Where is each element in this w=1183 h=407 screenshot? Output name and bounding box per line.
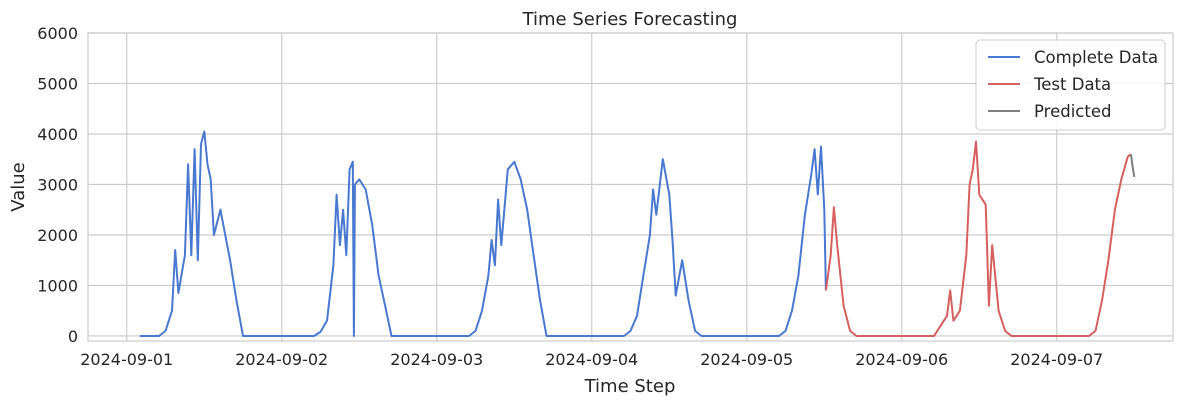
- legend-label: Complete Data: [1034, 48, 1158, 67]
- x-axis-label: Time Step: [584, 376, 676, 397]
- y-tick-label: 4000: [37, 125, 78, 144]
- x-tick-label: 2024-09-01: [80, 350, 173, 369]
- series-line-predicted: [1130, 154, 1136, 178]
- y-tick-label: 6000: [37, 24, 78, 43]
- x-tick-label: 2024-09-04: [545, 350, 638, 369]
- plot-frame: [87, 32, 1174, 342]
- legend-label: Predicted: [1034, 102, 1111, 121]
- series-line-test-data: [824, 140, 1132, 337]
- legend-label: Test Data: [1033, 75, 1111, 94]
- x-tick-label: 2024-09-06: [855, 350, 948, 369]
- legend-box: [975, 39, 1166, 131]
- x-tick-label: 2024-09-03: [390, 350, 483, 369]
- y-axis-label: Value: [8, 162, 29, 211]
- y-tick-label: 2000: [37, 226, 78, 245]
- y-tick-labels: 0 1000 2000 3000 4000 5000 6000: [37, 24, 78, 346]
- x-tick-label: 2024-09-02: [235, 350, 328, 369]
- y-tick-label: 1000: [37, 276, 78, 295]
- y-tick-label: 3000: [37, 175, 78, 194]
- x-tick-label: 2024-09-07: [1010, 350, 1103, 369]
- series-layer: [139, 130, 1136, 337]
- x-tick-label: 2024-09-05: [700, 350, 793, 369]
- y-tick-label: 0: [68, 327, 78, 346]
- x-tick-labels: 2024-09-01 2024-09-02 2024-09-03 2024-09-04…: [80, 350, 1103, 369]
- series-line-complete-data: [139, 130, 827, 337]
- chart-title: Time Series Forecasting: [522, 9, 738, 30]
- legend: Complete Data Test Data Predicted: [975, 39, 1166, 131]
- y-tick-label: 5000: [37, 74, 78, 93]
